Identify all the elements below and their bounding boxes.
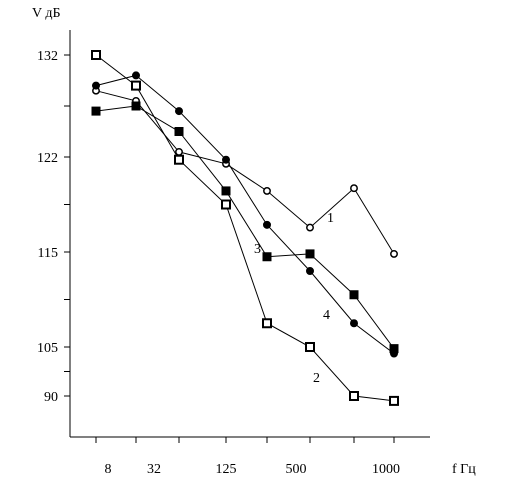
y-tick-label: 132 bbox=[37, 49, 58, 64]
x-tick-label: 1000 bbox=[372, 462, 400, 477]
data-point-series-4 bbox=[175, 107, 183, 116]
data-point-series-4 bbox=[350, 319, 358, 328]
data-point-series-2 bbox=[174, 154, 184, 165]
data-point-series-1 bbox=[390, 249, 398, 258]
data-point-series-3 bbox=[174, 127, 184, 136]
data-point-series-4 bbox=[306, 267, 314, 275]
y-tick-label: 90 bbox=[44, 390, 58, 405]
x-tick-label: 125 bbox=[216, 462, 237, 477]
y-tick-label: 115 bbox=[38, 246, 58, 261]
series-line-3 bbox=[95, 105, 395, 349]
data-point-series-4 bbox=[92, 81, 100, 90]
data-point-series-2 bbox=[221, 199, 231, 210]
data-point-series-2 bbox=[131, 80, 141, 91]
data-point-series-1 bbox=[263, 186, 271, 195]
x-tick-label: 500 bbox=[286, 462, 307, 477]
series-line-1 bbox=[95, 90, 395, 255]
data-point-series-3 bbox=[349, 290, 359, 300]
data-point-series-3 bbox=[262, 252, 272, 262]
data-point-series-3 bbox=[131, 101, 141, 111]
series-label-4: 4 bbox=[323, 308, 330, 323]
data-point-series-3 bbox=[91, 106, 101, 116]
x-tick-label: 32 bbox=[147, 462, 161, 477]
x-tick-label: 8 bbox=[105, 462, 112, 477]
data-point-series-3 bbox=[221, 186, 231, 196]
y-tick-label: 105 bbox=[37, 341, 58, 356]
series-label-3: 3 bbox=[254, 242, 261, 257]
data-point-series-3 bbox=[305, 249, 315, 259]
data-point-series-1 bbox=[306, 223, 314, 232]
y-tick-label: 122 bbox=[37, 151, 58, 166]
series-line-2 bbox=[95, 54, 395, 402]
axes bbox=[69, 30, 430, 438]
series-line-4 bbox=[95, 74, 395, 354]
y-axis-label: V дБ bbox=[32, 6, 61, 21]
data-point-series-4 bbox=[222, 155, 230, 164]
series-labels: 1 2 3 4 bbox=[254, 211, 334, 386]
x-axis-label: f Гц bbox=[452, 462, 476, 477]
data-point-series-1 bbox=[350, 184, 358, 193]
data-point-series-4 bbox=[132, 71, 140, 80]
data-point-series-2 bbox=[262, 318, 272, 329]
data-point-series-2 bbox=[389, 395, 399, 406]
series-label-2: 2 bbox=[313, 371, 320, 386]
data-point-series-1 bbox=[175, 147, 183, 156]
data-point-series-2 bbox=[305, 342, 315, 352]
data-point-series-4 bbox=[263, 220, 271, 229]
data-point-series-4 bbox=[390, 349, 398, 358]
series-label-1: 1 bbox=[327, 211, 334, 226]
series-markers bbox=[91, 50, 399, 406]
series-lines bbox=[95, 54, 395, 402]
data-point-series-2 bbox=[91, 50, 101, 60]
data-point-series-2 bbox=[349, 391, 359, 401]
